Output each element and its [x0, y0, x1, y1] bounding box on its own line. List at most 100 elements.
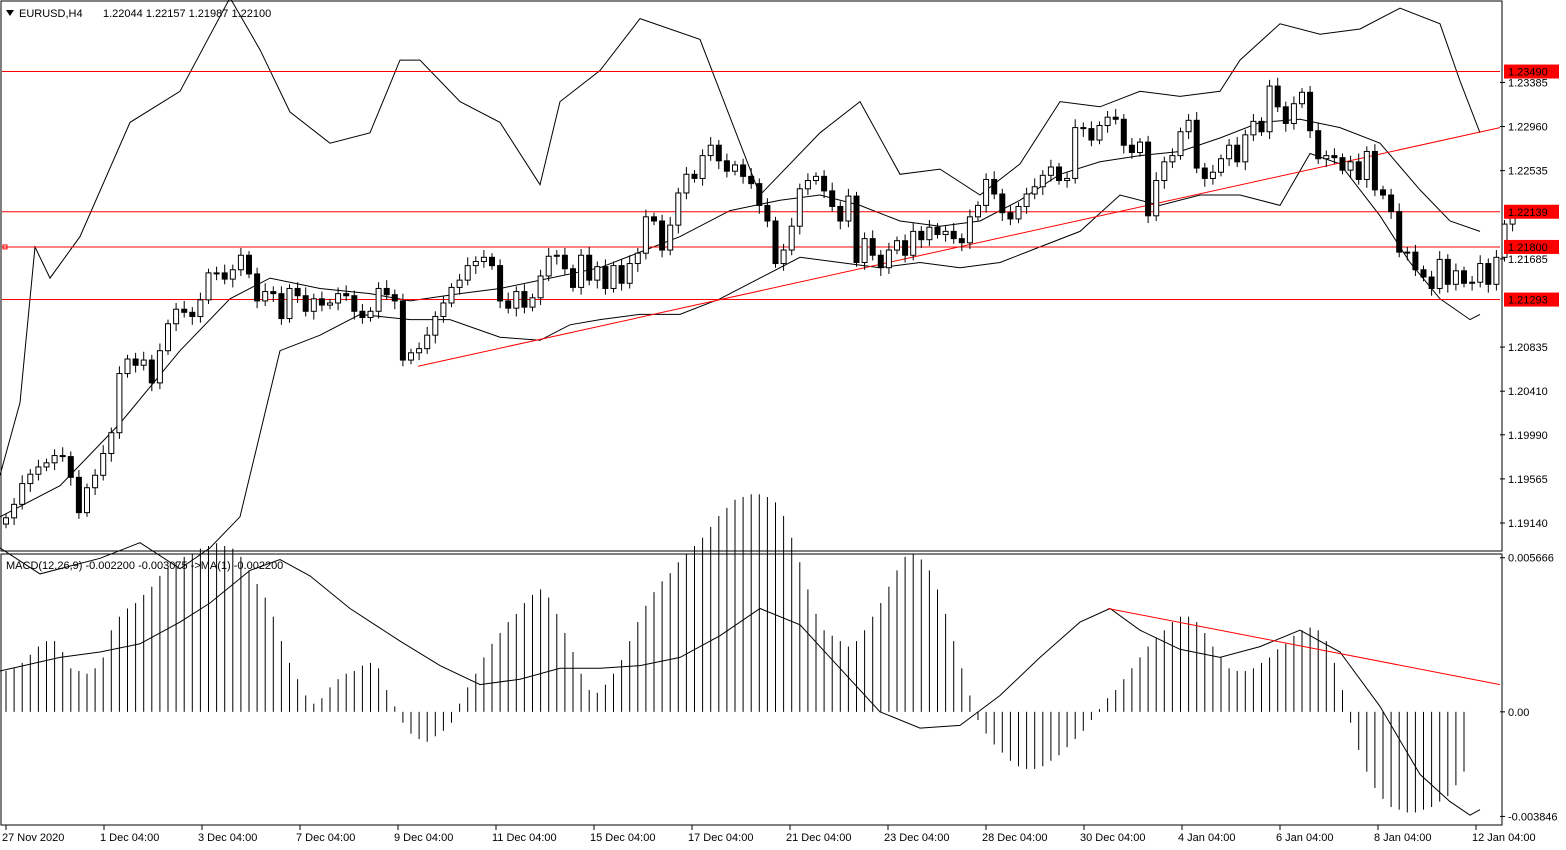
time-tick-label: 28 Dec 04:00 — [982, 832, 1047, 844]
level-tag — [1504, 204, 1559, 219]
bull-candle — [27, 473, 34, 485]
bull-candle — [424, 334, 431, 350]
bear-candle — [958, 238, 965, 244]
bull-candle — [1177, 131, 1184, 157]
bear-candle — [148, 359, 155, 384]
bull-candle — [327, 302, 333, 306]
bull-candle — [3, 517, 9, 525]
bull-candle — [156, 350, 163, 384]
macd-signal-line — [0, 558, 1481, 816]
bear-candle — [1274, 85, 1281, 108]
bull-candle — [926, 226, 933, 241]
bear-candle — [853, 195, 860, 264]
bull-candle — [205, 272, 212, 301]
bear-candle — [1282, 106, 1289, 124]
bull-candle — [894, 240, 900, 251]
bull-candle — [367, 310, 374, 319]
bear-candle — [821, 175, 828, 192]
price-axis: 1.23490 1.22139 1.21800 1.21293 1.23385 1.229… — [1500, 64, 1559, 530]
bull-candle — [375, 287, 382, 312]
bull-candle — [1347, 161, 1354, 171]
bull-candle — [1096, 125, 1103, 141]
bull-candle — [1242, 134, 1249, 163]
bull-candle — [1104, 116, 1111, 127]
level-tag-label: 1.22139 — [1508, 207, 1548, 219]
bear-candle — [1420, 269, 1427, 278]
bull-candle — [667, 224, 674, 251]
bull-candle — [578, 254, 585, 288]
bear-candle — [505, 300, 512, 309]
bear-candle — [343, 293, 350, 297]
bull-candle — [1064, 177, 1071, 182]
bear-candle — [1234, 144, 1241, 163]
bull-candle — [100, 452, 107, 476]
bear-candle — [351, 295, 358, 312]
bear-candle — [294, 287, 301, 297]
time-tick-label: 1 Dec 04:00 — [100, 832, 159, 844]
bull-candle — [1185, 119, 1192, 133]
bull-candle — [11, 503, 18, 519]
bull-candle — [529, 297, 536, 308]
level-tag-label: 1.21800 — [1508, 242, 1548, 254]
bull-candle — [545, 255, 552, 277]
bull-candle — [1161, 161, 1168, 182]
bull-candle — [675, 192, 682, 226]
bull-candle — [1404, 251, 1411, 254]
level-tag — [1504, 292, 1559, 307]
time-tick-label: 9 Dec 04:00 — [394, 832, 453, 844]
bear-candle — [715, 144, 722, 162]
bear-candle — [740, 164, 747, 177]
bollinger-bands — [0, 0, 1481, 575]
bull-candle — [780, 249, 787, 265]
bull-candle — [165, 323, 171, 352]
bull-candle — [124, 358, 131, 375]
bear-candle — [764, 204, 771, 222]
bull-candle — [610, 265, 617, 289]
price-tick-label: 1.19990 — [1508, 430, 1548, 442]
bear-candle — [497, 265, 504, 302]
chart-menu-triangle-icon[interactable] — [6, 10, 14, 16]
bear-candle — [270, 291, 277, 295]
bear-candle — [772, 220, 779, 265]
time-tick-label: 11 Dec 04:00 — [492, 832, 557, 844]
bull-candle — [1209, 171, 1216, 179]
bull-candle — [1469, 281, 1476, 284]
bear-candle — [1428, 276, 1435, 289]
bear-candle — [1461, 270, 1467, 284]
price-tick-label: 1.20410 — [1508, 386, 1548, 398]
bull-candle — [553, 254, 560, 257]
time-tick-label: 30 Dec 04:00 — [1080, 832, 1145, 844]
bull-candle — [173, 308, 180, 325]
bear-candle — [837, 205, 844, 222]
bear-candle — [1112, 116, 1119, 120]
bull-candle — [310, 298, 317, 312]
bear-candle — [1201, 167, 1208, 179]
bull-candle — [1266, 85, 1273, 133]
bull-candle — [1226, 144, 1233, 160]
bear-candle — [302, 295, 309, 312]
bull-candle — [432, 315, 439, 336]
bear-candle — [254, 273, 261, 302]
price-tick-label: 1.19140 — [1508, 518, 1548, 530]
bull-candle — [788, 225, 795, 251]
bear-candle — [829, 190, 836, 207]
bull-candle — [594, 266, 601, 281]
bull-candle — [634, 252, 641, 265]
bull-candle — [456, 279, 463, 288]
bull-candle — [942, 230, 949, 235]
bear-candle — [756, 183, 763, 206]
bear-candle — [246, 254, 252, 275]
level-tag — [1504, 64, 1559, 79]
level-marker-icon — [2, 244, 8, 250]
bear-candle — [877, 254, 884, 269]
bull-candle — [642, 216, 649, 254]
bear-candle — [1339, 157, 1346, 171]
bull-candle — [237, 254, 244, 271]
bear-candle — [651, 216, 657, 222]
horizontal-levels — [2, 71, 1500, 301]
bear-candle — [1056, 166, 1062, 182]
bull-candle — [813, 175, 819, 182]
bear-candle — [489, 256, 495, 267]
bear-candle — [950, 230, 957, 240]
